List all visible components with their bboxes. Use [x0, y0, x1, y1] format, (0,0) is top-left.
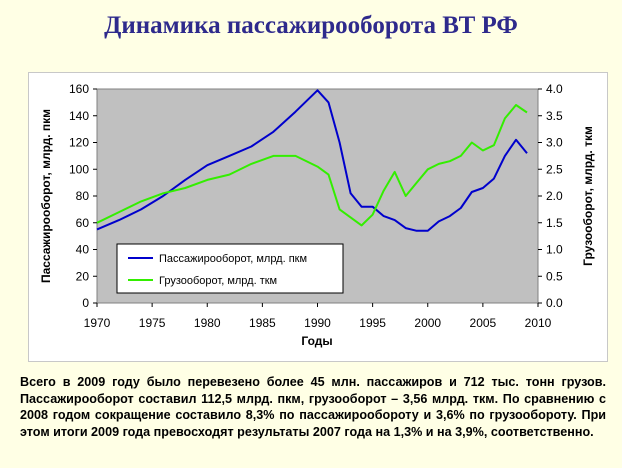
y-tick-label-left: 40: [76, 243, 90, 257]
x-tick-label: 1970: [84, 316, 111, 330]
x-tick-label: 2005: [470, 316, 497, 330]
summary-text: Всего в 2009 году было перевезено более …: [20, 375, 606, 440]
y-tick-label-right: 0.5: [546, 269, 563, 283]
x-tick-label: 2000: [414, 316, 441, 330]
y-tick-label-left: 20: [76, 269, 90, 283]
y-tick-label-left: 60: [76, 216, 90, 230]
x-axis-label: Годы: [301, 334, 332, 348]
x-tick-label: 1975: [139, 316, 166, 330]
x-tick-label: 2010: [525, 316, 552, 330]
legend-label-cargo: Грузооборот, млрд. ткм: [159, 275, 277, 287]
x-tick-label: 1980: [194, 316, 221, 330]
y-tick-label-left: 160: [69, 82, 89, 96]
y-tick-label-right: 2.0: [546, 189, 563, 203]
y-tick-label-left: 80: [76, 189, 90, 203]
x-tick-label: 1995: [359, 316, 386, 330]
legend-box: [116, 243, 344, 294]
page-title: Динамика пассажирооборота ВТ РФ: [104, 12, 518, 39]
series-line-passenger: [96, 89, 528, 232]
y-tick-label-right: 1.5: [546, 216, 563, 230]
y-tick-label-left: 100: [69, 162, 89, 176]
series-line-cargo: [96, 104, 528, 227]
y-axis-label-right: Грузооборот, млрд. ткм: [581, 126, 595, 266]
y-axis-label-left: Пассажирооборот, млрд. пкм: [39, 109, 53, 283]
y-tick-label-right: 4.0: [546, 82, 563, 96]
x-tick-label: 1990: [304, 316, 331, 330]
y-tick-label-right: 1.0: [546, 243, 563, 257]
y-tick-label-left: 0: [82, 296, 89, 310]
y-tick-label-left: 140: [69, 109, 89, 123]
y-tick-label-right: 3.5: [546, 109, 563, 123]
y-tick-label-right: 2.5: [546, 162, 563, 176]
x-tick-label: 1985: [249, 316, 276, 330]
y-tick-label-left: 120: [69, 136, 89, 150]
legend-label-passenger: Пассажирооборот, млрд. пкм: [159, 253, 307, 265]
y-tick-label-right: 3.0: [546, 136, 563, 150]
y-tick-label-right: 0.0: [546, 296, 563, 310]
legend: Пассажирооборот, млрд. пкм Грузооборот, …: [116, 243, 344, 294]
